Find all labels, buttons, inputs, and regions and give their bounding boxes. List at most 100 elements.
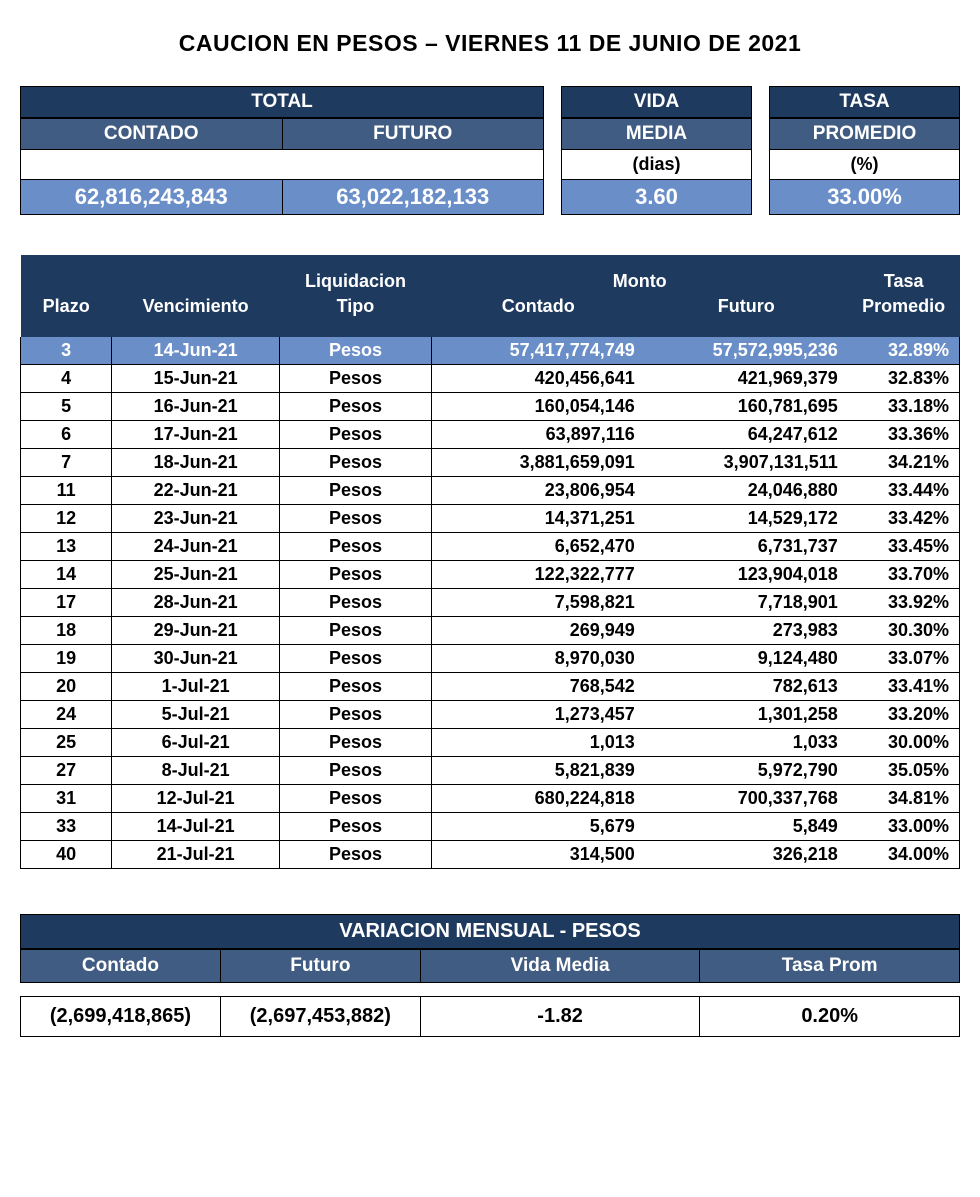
cell-plazo: 3 bbox=[21, 337, 112, 365]
var-vida: -1.82 bbox=[420, 996, 700, 1036]
cell-plazo: 4 bbox=[21, 364, 112, 392]
cell-tipo: Pesos bbox=[279, 504, 431, 532]
cell-venc: 8-Jul-21 bbox=[112, 756, 279, 784]
cell-tipo: Pesos bbox=[279, 616, 431, 644]
table-row: 516-Jun-21Pesos160,054,146160,781,69533.… bbox=[21, 392, 960, 420]
cell-venc: 28-Jun-21 bbox=[112, 588, 279, 616]
cell-contado: 1,273,457 bbox=[432, 700, 645, 728]
hdr-contado: CONTADO bbox=[21, 118, 283, 150]
cell-contado: 14,371,251 bbox=[432, 504, 645, 532]
table-row: 617-Jun-21Pesos63,897,11664,247,61233.36… bbox=[21, 420, 960, 448]
cell-contado: 7,598,821 bbox=[432, 588, 645, 616]
cell-venc: 14-Jul-21 bbox=[112, 812, 279, 840]
cell-tasa: 32.89% bbox=[848, 337, 960, 365]
cell-tipo: Pesos bbox=[279, 812, 431, 840]
hdr-tipo: Tipo bbox=[279, 294, 431, 337]
cell-plazo: 6 bbox=[21, 420, 112, 448]
cell-futuro: 57,572,995,236 bbox=[645, 337, 848, 365]
cell-contado: 5,821,839 bbox=[432, 756, 645, 784]
cell-contado: 6,652,470 bbox=[432, 532, 645, 560]
var-h-futuro: Futuro bbox=[220, 949, 420, 983]
cell-contado: 23,806,954 bbox=[432, 476, 645, 504]
cell-plazo: 25 bbox=[21, 728, 112, 756]
table-row: 1223-Jun-21Pesos14,371,25114,529,17233.4… bbox=[21, 504, 960, 532]
cell-tasa: 30.00% bbox=[848, 728, 960, 756]
hdr-venc: Vencimiento bbox=[112, 294, 279, 337]
cell-contado: 63,897,116 bbox=[432, 420, 645, 448]
cell-contado: 3,881,659,091 bbox=[432, 448, 645, 476]
hdr-media: MEDIA bbox=[562, 118, 752, 150]
val-futuro: 63,022,182,133 bbox=[282, 179, 544, 214]
cell-plazo: 31 bbox=[21, 784, 112, 812]
var-h-vida: Vida Media bbox=[420, 949, 700, 983]
cell-plazo: 18 bbox=[21, 616, 112, 644]
cell-contado: 269,949 bbox=[432, 616, 645, 644]
cell-venc: 29-Jun-21 bbox=[112, 616, 279, 644]
cell-futuro: 123,904,018 bbox=[645, 560, 848, 588]
var-h-contado: Contado bbox=[21, 949, 221, 983]
hdr-tasa: TASA bbox=[770, 86, 960, 118]
variation-table: VARIACION MENSUAL - PESOS Contado Futuro… bbox=[20, 914, 960, 1037]
cell-contado: 57,417,774,749 bbox=[432, 337, 645, 365]
cell-tipo: Pesos bbox=[279, 532, 431, 560]
table-row: 4021-Jul-21Pesos314,500326,21834.00% bbox=[21, 840, 960, 868]
cell-venc: 18-Jun-21 bbox=[112, 448, 279, 476]
cell-tasa: 33.20% bbox=[848, 700, 960, 728]
cell-contado: 314,500 bbox=[432, 840, 645, 868]
table-row: 415-Jun-21Pesos420,456,641421,969,37932.… bbox=[21, 364, 960, 392]
cell-contado: 5,679 bbox=[432, 812, 645, 840]
cell-tasa: 34.21% bbox=[848, 448, 960, 476]
cell-plazo: 19 bbox=[21, 644, 112, 672]
var-h-tasa: Tasa Prom bbox=[700, 949, 960, 983]
cell-contado: 160,054,146 bbox=[432, 392, 645, 420]
hdr-contado2: Contado bbox=[432, 294, 645, 337]
cell-tasa: 33.42% bbox=[848, 504, 960, 532]
cell-plazo: 7 bbox=[21, 448, 112, 476]
cell-tasa: 33.36% bbox=[848, 420, 960, 448]
cell-tasa: 34.00% bbox=[848, 840, 960, 868]
cell-futuro: 5,849 bbox=[645, 812, 848, 840]
cell-futuro: 24,046,880 bbox=[645, 476, 848, 504]
cell-tipo: Pesos bbox=[279, 728, 431, 756]
hdr-prom: Promedio bbox=[848, 294, 960, 337]
cell-plazo: 27 bbox=[21, 756, 112, 784]
hdr-total: TOTAL bbox=[21, 86, 544, 118]
cell-tipo: Pesos bbox=[279, 364, 431, 392]
cell-tasa: 33.70% bbox=[848, 560, 960, 588]
cell-tipo: Pesos bbox=[279, 700, 431, 728]
cell-tipo: Pesos bbox=[279, 588, 431, 616]
hdr-monto: Monto bbox=[432, 255, 848, 294]
table-row: 1425-Jun-21Pesos122,322,777123,904,01833… bbox=[21, 560, 960, 588]
table-row: 278-Jul-21Pesos5,821,8395,972,79035.05% bbox=[21, 756, 960, 784]
table-row: 314-Jun-21Pesos57,417,774,74957,572,995,… bbox=[21, 337, 960, 365]
table-row: 3314-Jul-21Pesos5,6795,84933.00% bbox=[21, 812, 960, 840]
cell-tipo: Pesos bbox=[279, 560, 431, 588]
unit-dias: (dias) bbox=[562, 149, 752, 179]
cell-tipo: Pesos bbox=[279, 672, 431, 700]
table-row: 1829-Jun-21Pesos269,949273,98330.30% bbox=[21, 616, 960, 644]
cell-tipo: Pesos bbox=[279, 756, 431, 784]
var-title: VARIACION MENSUAL - PESOS bbox=[21, 914, 960, 949]
cell-plazo: 5 bbox=[21, 392, 112, 420]
hdr-plazo: Plazo bbox=[21, 294, 112, 337]
table-row: 3112-Jul-21Pesos680,224,818700,337,76834… bbox=[21, 784, 960, 812]
cell-futuro: 7,718,901 bbox=[645, 588, 848, 616]
hdr-futuro2: Futuro bbox=[645, 294, 848, 337]
cell-futuro: 5,972,790 bbox=[645, 756, 848, 784]
cell-venc: 21-Jul-21 bbox=[112, 840, 279, 868]
val-vida: 3.60 bbox=[562, 179, 752, 214]
cell-futuro: 1,301,258 bbox=[645, 700, 848, 728]
cell-tasa: 33.41% bbox=[848, 672, 960, 700]
cell-contado: 420,456,641 bbox=[432, 364, 645, 392]
cell-futuro: 9,124,480 bbox=[645, 644, 848, 672]
hdr-futuro: FUTURO bbox=[282, 118, 544, 150]
cell-tipo: Pesos bbox=[279, 840, 431, 868]
table-row: 1324-Jun-21Pesos6,652,4706,731,73733.45% bbox=[21, 532, 960, 560]
cell-futuro: 3,907,131,511 bbox=[645, 448, 848, 476]
cell-futuro: 782,613 bbox=[645, 672, 848, 700]
cell-tasa: 35.05% bbox=[848, 756, 960, 784]
val-tasa: 33.00% bbox=[770, 179, 960, 214]
cell-tasa: 30.30% bbox=[848, 616, 960, 644]
cell-tasa: 33.92% bbox=[848, 588, 960, 616]
cell-contado: 8,970,030 bbox=[432, 644, 645, 672]
